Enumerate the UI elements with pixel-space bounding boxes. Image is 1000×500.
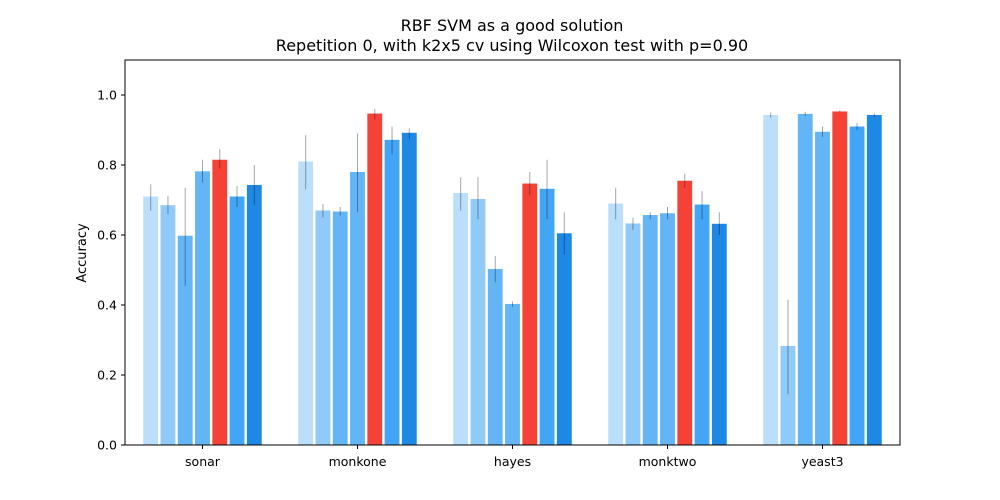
bars-layer bbox=[143, 111, 882, 446]
bar-monkone-2 bbox=[315, 210, 331, 445]
bar-monktwo-5 bbox=[677, 180, 693, 445]
y-axis-label: Accuracy bbox=[75, 223, 90, 283]
bar-hayes-5 bbox=[522, 183, 538, 446]
bar-monkone-6 bbox=[384, 139, 400, 446]
bar-sonar-6 bbox=[229, 196, 245, 445]
bar-sonar-4 bbox=[195, 171, 210, 446]
y-tick-label: 0.4 bbox=[97, 298, 117, 313]
bar-sonar-1 bbox=[143, 196, 159, 445]
bar-monkone-4 bbox=[350, 172, 365, 445]
bar-hayes-1 bbox=[453, 193, 469, 445]
bar-hayes-2 bbox=[470, 198, 486, 445]
bar-hayes-3 bbox=[487, 268, 503, 445]
bar-yeast3-7 bbox=[866, 114, 882, 445]
bar-yeast3-2 bbox=[780, 345, 796, 445]
bar-monktwo-1 bbox=[608, 203, 624, 445]
bar-sonar-7 bbox=[246, 184, 262, 445]
bar-monktwo-7 bbox=[711, 223, 727, 445]
y-tick-label: 1.0 bbox=[97, 88, 117, 103]
bar-monktwo-3 bbox=[642, 215, 658, 445]
bar-monkone-5 bbox=[367, 113, 383, 446]
x-tick-label-monktwo: monktwo bbox=[639, 454, 697, 469]
bar-yeast3-1 bbox=[763, 114, 779, 445]
bar-yeast3-6 bbox=[849, 126, 865, 445]
error-bars-layer bbox=[150, 109, 875, 395]
bar-monktwo-6 bbox=[694, 204, 710, 445]
x-tick-label-hayes: hayes bbox=[494, 454, 531, 469]
x-tick-label-sonar: sonar bbox=[185, 454, 221, 469]
bar-yeast3-3 bbox=[797, 113, 813, 446]
chart-title: RBF SVM as a good solution bbox=[401, 16, 624, 35]
x-tick-label-yeast3: yeast3 bbox=[801, 454, 843, 469]
y-tick-label: 0.0 bbox=[97, 438, 117, 453]
bar-sonar-5 bbox=[212, 159, 228, 445]
bar-hayes-6 bbox=[539, 188, 555, 446]
bar-sonar-3 bbox=[177, 235, 193, 445]
y-tick-label: 0.6 bbox=[97, 228, 117, 243]
bar-monkone-3 bbox=[332, 211, 348, 445]
bar-sonar-2 bbox=[160, 205, 176, 445]
axes-layer: 0.0 0.2 0.4 0.6 0.8 1.0 sonar monkone hayes monkt… bbox=[97, 59, 901, 469]
bar-monktwo-4 bbox=[660, 213, 675, 445]
y-tick-label: 0.2 bbox=[97, 368, 117, 383]
bar-hayes-7 bbox=[556, 233, 572, 445]
bar-monkone-7 bbox=[401, 132, 417, 446]
bar-hayes-4 bbox=[505, 303, 520, 445]
y-tick-label: 0.8 bbox=[97, 158, 117, 173]
x-tick-label-monkone: monkone bbox=[329, 454, 387, 469]
chart-subtitle: Repetition 0, with k2x5 cv using Wilcoxo… bbox=[276, 36, 748, 55]
bar-yeast3-4 bbox=[815, 131, 830, 445]
bar-monkone-1 bbox=[298, 161, 314, 445]
bar-yeast3-5 bbox=[832, 111, 848, 445]
bar-monktwo-2 bbox=[625, 223, 641, 445]
